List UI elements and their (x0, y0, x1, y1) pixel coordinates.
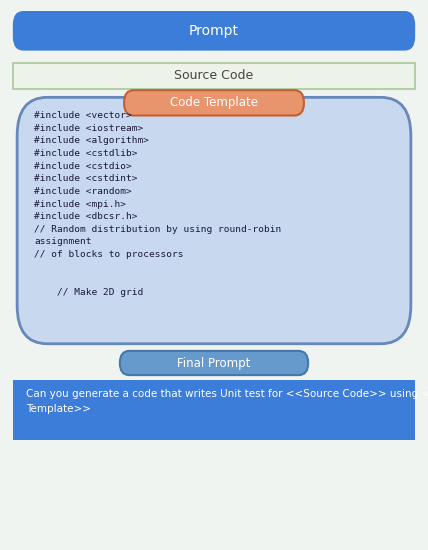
Text: #include <vector>
#include <iostream>
#include <algorithm>
#include <cstdlib>
#i: #include <vector> #include <iostream> #i… (34, 111, 282, 297)
Text: Can you generate a code that writes Unit test for <<Source Code>> using <<Code
T: Can you generate a code that writes Unit… (26, 389, 428, 414)
Text: Source Code: Source Code (174, 69, 254, 82)
FancyBboxPatch shape (120, 351, 308, 375)
FancyBboxPatch shape (124, 90, 304, 116)
FancyBboxPatch shape (13, 63, 415, 89)
FancyBboxPatch shape (17, 97, 411, 344)
Text: Code Template: Code Template (170, 96, 258, 109)
Text: Prompt: Prompt (189, 24, 239, 38)
FancyBboxPatch shape (13, 379, 415, 440)
FancyBboxPatch shape (13, 11, 415, 51)
Text: Final Prompt: Final Prompt (177, 356, 251, 370)
